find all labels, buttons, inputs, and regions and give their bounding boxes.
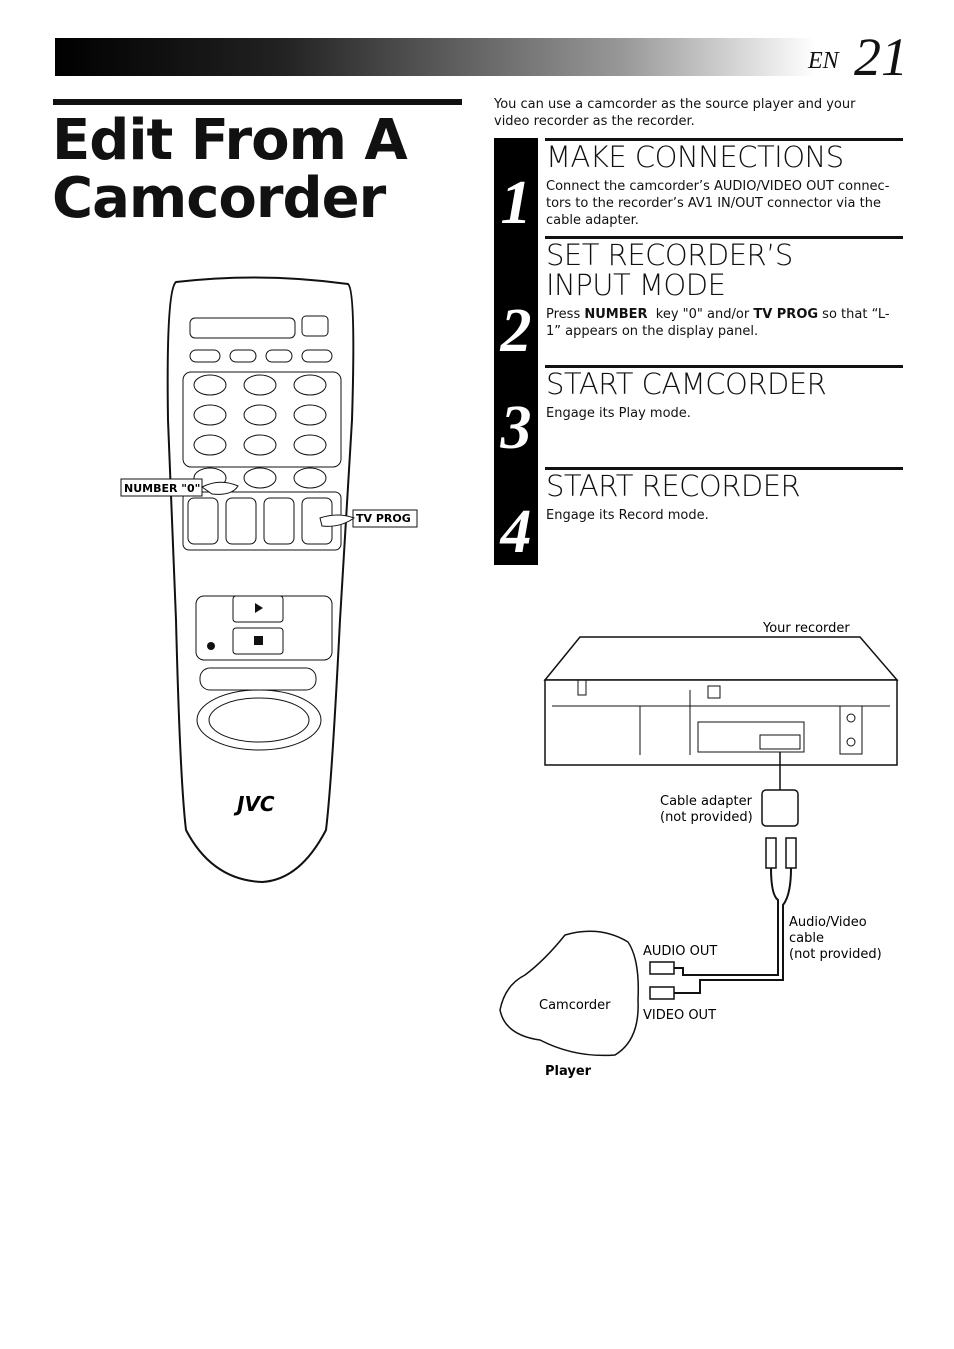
remote-label: NUMBER "0" bbox=[124, 482, 200, 495]
step-heading: SET RECORDER’S INPUT MODE bbox=[546, 238, 793, 302]
diagram-label: Audio/Video bbox=[789, 915, 867, 930]
lang: EN bbox=[808, 48, 839, 74]
step-number: 4 bbox=[500, 498, 532, 566]
diagram-label: Cable adapter bbox=[660, 794, 753, 809]
step-column bbox=[494, 138, 538, 565]
remote-btn bbox=[301, 315, 329, 337]
body-run: NUMBER bbox=[584, 307, 648, 322]
body-run: TV PROG bbox=[753, 307, 819, 322]
step-body: Connect the camcorder’s AUDIO/VIDEO OUT … bbox=[546, 178, 898, 229]
recorder-panels bbox=[552, 679, 890, 755]
step-rule bbox=[545, 467, 903, 470]
step-heading: MAKE CONNECTIONS bbox=[546, 140, 844, 174]
diagram-label: AUDIO OUT bbox=[643, 944, 717, 959]
step-rule bbox=[545, 365, 903, 368]
step-rule bbox=[545, 236, 903, 239]
remote-body bbox=[166, 276, 355, 884]
remote-display bbox=[189, 317, 296, 339]
diagram-label: cable bbox=[789, 931, 824, 946]
diagram-label: Camcorder bbox=[539, 998, 611, 1013]
body-run: Engage its Record mode. bbox=[546, 508, 709, 523]
step-heading: START RECORDER bbox=[546, 469, 801, 503]
remote-label: TV PROG bbox=[356, 512, 411, 525]
header-bar bbox=[55, 38, 815, 76]
body-run: so that “L-1” appears on the display pan… bbox=[546, 307, 890, 339]
diagram-label: (not provided) bbox=[789, 947, 882, 962]
brand: JVC bbox=[233, 792, 275, 816]
camcorder bbox=[499, 930, 640, 1057]
cable bbox=[649, 752, 799, 1000]
page-number: 21 bbox=[854, 27, 908, 87]
title-rule bbox=[53, 99, 462, 105]
body-run: Connect the camcorder’s AUDIO/VIDEO OUT … bbox=[546, 179, 890, 228]
title-line: Camcorder bbox=[52, 166, 386, 231]
body-run: key "0" and/or bbox=[647, 307, 754, 322]
step-body: Press NUMBER key "0" and/or TV PROG so t… bbox=[546, 306, 898, 340]
step-number: 2 bbox=[500, 297, 532, 365]
diagram-label: Player bbox=[545, 1064, 592, 1079]
diagram-label: VIDEO OUT bbox=[643, 1008, 716, 1023]
step-heading: START CAMCORDER bbox=[546, 367, 827, 401]
recorder-top bbox=[543, 636, 899, 681]
diagram-label: Your recorder bbox=[762, 621, 850, 636]
body-run: Engage its Play mode. bbox=[546, 406, 691, 421]
finger bbox=[201, 481, 239, 495]
step-body: Engage its Play mode. bbox=[546, 405, 898, 422]
step-body: Engage its Record mode. bbox=[546, 507, 898, 524]
title: Edit From A Camcorder bbox=[52, 108, 408, 231]
intro: You can use a camcorder as the source pl… bbox=[494, 97, 856, 129]
title-line: Edit From A bbox=[52, 108, 408, 173]
step-number: 1 bbox=[500, 169, 532, 237]
remote-icons bbox=[207, 603, 263, 650]
body-run: Press bbox=[546, 307, 585, 322]
step-rule bbox=[545, 138, 903, 141]
finger bbox=[319, 514, 356, 527]
step-number: 3 bbox=[500, 394, 532, 462]
diagram-label: (not provided) bbox=[660, 810, 753, 825]
